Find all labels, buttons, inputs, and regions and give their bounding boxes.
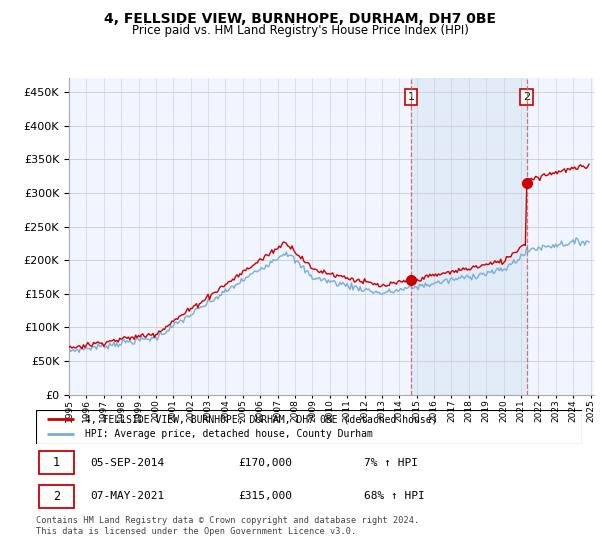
Bar bbox=[39, 451, 74, 474]
Text: 1: 1 bbox=[407, 92, 415, 102]
Text: 4, FELLSIDE VIEW, BURNHOPE, DURHAM, DH7 0BE (detached house): 4, FELLSIDE VIEW, BURNHOPE, DURHAM, DH7 … bbox=[85, 414, 437, 424]
Text: £170,000: £170,000 bbox=[238, 458, 292, 468]
Text: HPI: Average price, detached house, County Durham: HPI: Average price, detached house, Coun… bbox=[85, 429, 373, 439]
Text: 05-SEP-2014: 05-SEP-2014 bbox=[91, 458, 165, 468]
Text: 1: 1 bbox=[53, 456, 60, 469]
Text: 68% ↑ HPI: 68% ↑ HPI bbox=[364, 491, 424, 501]
Text: 2: 2 bbox=[53, 490, 60, 503]
Text: Contains HM Land Registry data © Crown copyright and database right 2024.
This d: Contains HM Land Registry data © Crown c… bbox=[36, 516, 419, 536]
Text: 7% ↑ HPI: 7% ↑ HPI bbox=[364, 458, 418, 468]
Text: 2: 2 bbox=[523, 92, 530, 102]
Text: Price paid vs. HM Land Registry's House Price Index (HPI): Price paid vs. HM Land Registry's House … bbox=[131, 24, 469, 37]
Text: £315,000: £315,000 bbox=[238, 491, 292, 501]
Text: 07-MAY-2021: 07-MAY-2021 bbox=[91, 491, 165, 501]
Bar bbox=[39, 485, 74, 508]
Text: 4, FELLSIDE VIEW, BURNHOPE, DURHAM, DH7 0BE: 4, FELLSIDE VIEW, BURNHOPE, DURHAM, DH7 … bbox=[104, 12, 496, 26]
Bar bbox=[411, 78, 527, 395]
